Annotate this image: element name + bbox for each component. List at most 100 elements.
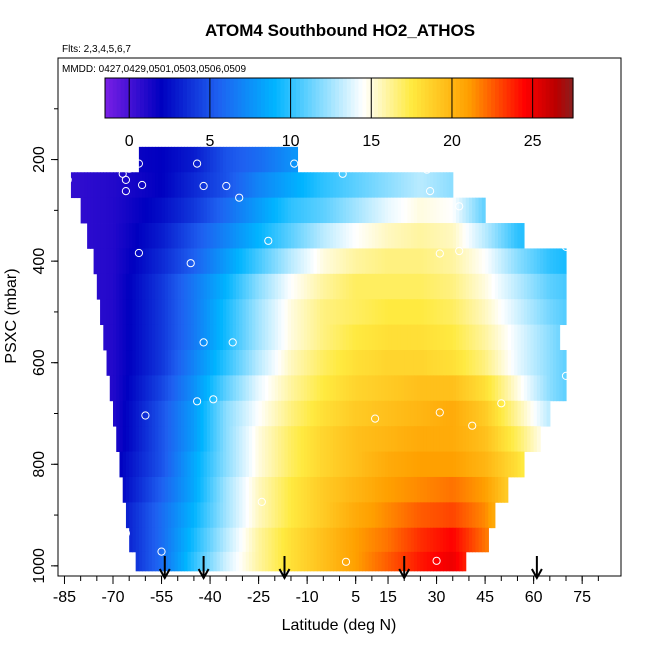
heatmap-cell bbox=[397, 527, 402, 553]
heatmap-cell bbox=[436, 527, 441, 553]
heatmap-cell bbox=[265, 248, 269, 275]
heatmap-cell bbox=[210, 324, 214, 351]
heatmap-cell bbox=[349, 324, 354, 351]
heatmap-cell bbox=[300, 527, 305, 553]
heatmap-cell bbox=[520, 324, 525, 351]
heatmap-cell bbox=[540, 299, 544, 326]
heatmap-cell bbox=[520, 350, 525, 376]
heatmap-cell bbox=[164, 146, 169, 173]
heatmap-cell bbox=[498, 400, 502, 427]
heatmap-cell bbox=[235, 426, 240, 452]
heatmap-cell bbox=[239, 400, 244, 427]
heatmap-cell bbox=[452, 299, 457, 326]
heatmap-cell bbox=[543, 324, 548, 351]
heatmap-cell bbox=[229, 223, 234, 249]
heatmap-cell bbox=[426, 375, 431, 402]
heatmap-cell bbox=[378, 273, 383, 300]
heatmap-cell bbox=[245, 502, 250, 529]
heatmap-cell bbox=[281, 223, 286, 249]
heatmap-cell bbox=[145, 551, 150, 572]
heatmap-cell bbox=[468, 273, 473, 300]
heatmap-cell bbox=[168, 324, 172, 351]
heatmap-cell bbox=[485, 426, 489, 452]
heatmap-cell bbox=[297, 197, 302, 224]
colorbar-segment bbox=[233, 78, 239, 118]
heatmap-cell bbox=[235, 375, 240, 402]
heatmap-cell bbox=[129, 197, 134, 224]
heatmap-cell bbox=[433, 502, 438, 529]
heatmap-cell bbox=[423, 223, 428, 249]
heatmap-cell bbox=[329, 172, 334, 199]
heatmap-cell bbox=[394, 426, 399, 452]
heatmap-cell bbox=[481, 375, 486, 402]
heatmap-cell bbox=[287, 400, 292, 427]
heatmap-cell bbox=[407, 451, 412, 478]
heatmap-cell bbox=[300, 172, 305, 199]
marker-point bbox=[435, 408, 444, 417]
heatmap-cell bbox=[404, 172, 409, 199]
heatmap-cell bbox=[404, 400, 409, 427]
heatmap-cell bbox=[397, 502, 402, 529]
heatmap-cell bbox=[316, 476, 321, 503]
heatmap-cell bbox=[100, 172, 104, 199]
colorbar-segment bbox=[245, 78, 250, 118]
heatmap-cell bbox=[381, 324, 386, 351]
heatmap-cell bbox=[371, 197, 376, 224]
heatmap-cell bbox=[543, 248, 548, 275]
heatmap-cell bbox=[226, 299, 231, 326]
heatmap-cell bbox=[355, 223, 360, 249]
heatmap-cell bbox=[329, 197, 334, 224]
heatmap-cell bbox=[358, 476, 363, 503]
heatmap-cell bbox=[232, 551, 237, 572]
heatmap-cell bbox=[326, 324, 331, 351]
heatmap-cell bbox=[161, 324, 166, 351]
heatmap-cell bbox=[297, 502, 302, 529]
heatmap-cell bbox=[375, 350, 379, 376]
heatmap-cell bbox=[200, 400, 205, 427]
colorbar-segment bbox=[225, 78, 231, 118]
heatmap-cell bbox=[171, 476, 176, 503]
heatmap-cell bbox=[258, 273, 263, 300]
heatmap-cell bbox=[517, 299, 522, 326]
heatmap-cell bbox=[258, 197, 263, 224]
heatmap-cell bbox=[375, 426, 379, 452]
heatmap-cell bbox=[439, 451, 444, 478]
heatmap-cell bbox=[151, 324, 156, 351]
heatmap-cell bbox=[378, 197, 383, 224]
heatmap-cell bbox=[142, 299, 146, 326]
heatmap-cell bbox=[109, 324, 114, 351]
heatmap-cell bbox=[294, 426, 299, 452]
heatmap-cell bbox=[116, 273, 121, 300]
marker-point bbox=[422, 165, 431, 174]
heatmap-cell bbox=[472, 350, 476, 376]
heatmap-cell bbox=[164, 223, 169, 249]
heatmap-cell bbox=[455, 223, 460, 249]
heatmap-cell bbox=[349, 502, 354, 529]
heatmap-cell bbox=[274, 350, 279, 376]
heatmap-cell bbox=[303, 527, 308, 553]
heatmap-cell bbox=[339, 197, 344, 224]
heatmap-cell bbox=[177, 248, 182, 275]
heatmap-cell bbox=[436, 426, 441, 452]
heatmap-cell bbox=[527, 299, 532, 326]
heatmap-cell bbox=[265, 375, 269, 402]
heatmap-cell bbox=[161, 273, 166, 300]
heatmap-cell bbox=[168, 400, 172, 427]
heatmap-cell bbox=[326, 527, 331, 553]
heatmap-cell bbox=[504, 375, 509, 402]
heatmap-cell bbox=[197, 299, 201, 326]
heatmap-cell bbox=[284, 299, 289, 326]
heatmap-cell bbox=[190, 172, 195, 199]
heatmap-cell bbox=[261, 197, 266, 224]
heatmap-cell bbox=[235, 273, 240, 300]
heatmap-cell bbox=[122, 223, 127, 249]
heatmap-cell bbox=[336, 476, 341, 503]
heatmap-cell bbox=[446, 223, 451, 249]
heatmap-cell bbox=[197, 451, 201, 478]
heatmap-cell bbox=[423, 248, 428, 275]
colorbar-segment bbox=[268, 78, 274, 118]
heatmap-cell bbox=[278, 273, 282, 300]
heatmap-cell bbox=[375, 375, 379, 402]
heatmap-cell bbox=[177, 146, 182, 173]
heatmap-cell bbox=[465, 299, 470, 326]
